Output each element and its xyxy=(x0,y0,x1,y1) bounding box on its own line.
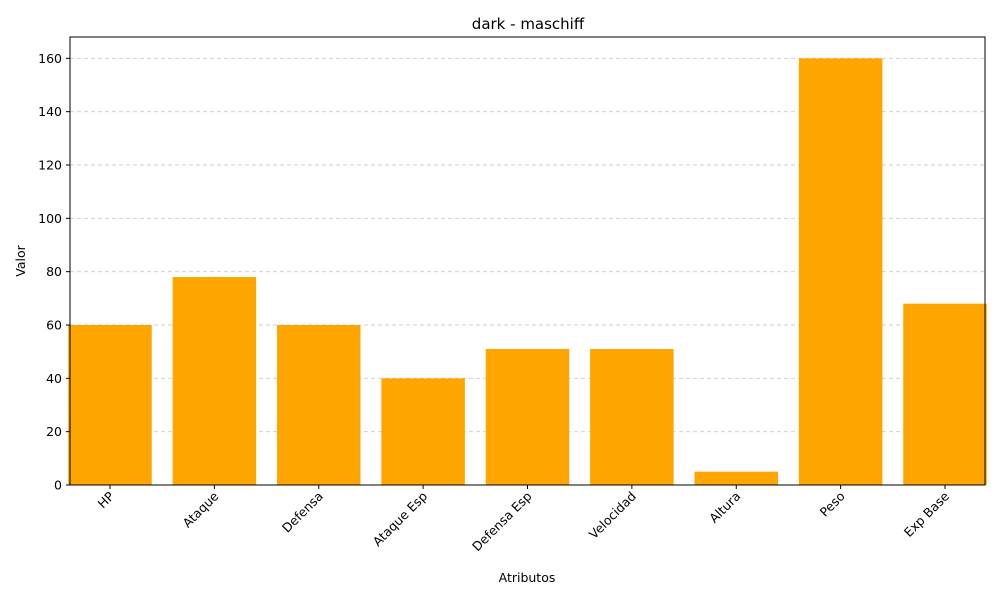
bar-defensa xyxy=(277,325,361,485)
bar-hp xyxy=(68,325,152,485)
y-axis-ticks: 0 20 40 60 80 100 120 140 160 xyxy=(38,51,70,493)
x-tick-label: Defensa xyxy=(279,489,326,536)
y-tick-label: 160 xyxy=(38,51,62,66)
x-axis-ticks: HP Ataque Defensa Ataque Esp Defensa Esp Velo… xyxy=(95,485,953,554)
y-tick-label: 140 xyxy=(38,104,62,119)
bar-defensa-esp xyxy=(485,349,570,485)
x-tick-label: Exp Base xyxy=(901,488,953,540)
bar-ataque-esp xyxy=(381,378,465,485)
y-tick-label: 20 xyxy=(46,424,62,439)
x-tick-label: Ataque Esp xyxy=(370,488,431,549)
x-tick-label: Ataque xyxy=(179,488,221,530)
bar-peso xyxy=(798,58,883,485)
bar-velocidad xyxy=(590,349,674,485)
bar-exp-base xyxy=(903,303,987,485)
y-tick-label: 80 xyxy=(46,264,62,279)
x-tick-label: Altura xyxy=(706,489,743,526)
y-axis-label: Valor xyxy=(13,244,28,276)
bar-altura xyxy=(694,471,778,485)
x-tick-label: Velocidad xyxy=(586,489,639,542)
x-tick-label: HP xyxy=(95,488,118,511)
x-tick-label: Peso xyxy=(817,489,848,520)
bar-ataque xyxy=(172,277,257,485)
y-tick-label: 60 xyxy=(46,318,62,333)
y-tick-label: 0 xyxy=(54,478,62,493)
x-tick-label: Defensa Esp xyxy=(469,488,535,554)
y-tick-label: 100 xyxy=(38,211,62,226)
y-tick-label: 40 xyxy=(46,371,62,386)
bars xyxy=(68,58,987,485)
x-axis-label: Atributos xyxy=(499,570,556,585)
chart-title: dark - maschiff xyxy=(472,15,585,33)
y-tick-label: 120 xyxy=(38,158,62,173)
plot-frame xyxy=(69,36,986,486)
